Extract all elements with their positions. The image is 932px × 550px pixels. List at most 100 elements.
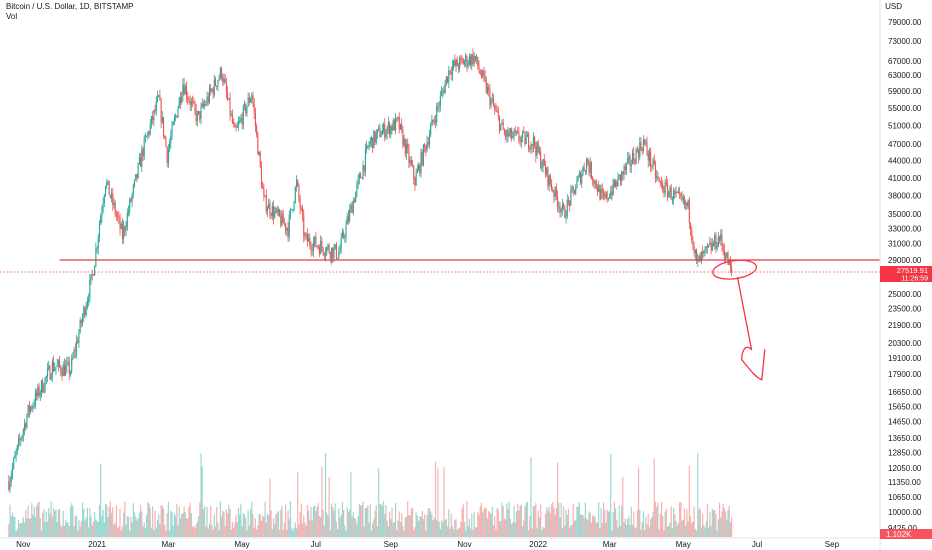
volume-bar — [282, 529, 284, 537]
volume-bar — [77, 530, 79, 537]
volume-bar — [176, 503, 178, 537]
volume-bar — [547, 510, 549, 537]
candle-body — [40, 380, 43, 393]
volume-bar — [40, 530, 43, 537]
candle-body — [171, 125, 173, 137]
volume-bar — [199, 502, 201, 537]
candle-body — [199, 111, 201, 120]
circle-marker — [712, 259, 758, 280]
volume-bar — [88, 527, 90, 537]
candle-body — [397, 117, 399, 119]
volume-bar — [478, 515, 480, 537]
price-axis[interactable]: 79000.00 73000.00 67000.00 63000.00 59000.00… — [888, 18, 922, 533]
volume-bar — [85, 517, 87, 537]
volume-bar — [729, 522, 732, 537]
candle-body — [554, 187, 556, 197]
candle-body — [159, 95, 161, 101]
volume-bar — [428, 508, 431, 537]
volume-bar — [207, 528, 209, 537]
candle-body — [309, 237, 311, 246]
candle-body — [431, 119, 433, 127]
volume-bar — [689, 516, 692, 537]
volume-bar — [312, 506, 315, 537]
candle-body — [31, 406, 33, 409]
candle-body — [98, 224, 101, 237]
volume-bar — [218, 530, 220, 537]
candle-body — [674, 190, 676, 194]
candle-body — [337, 258, 339, 259]
volume-bar — [566, 515, 568, 537]
volume-bar — [657, 502, 659, 537]
candle-body — [494, 105, 496, 110]
volume-bar — [479, 506, 481, 537]
volume-bar — [517, 503, 519, 537]
volume-bar — [65, 519, 67, 537]
time-axis[interactable]: Nov 2021 Mar May Jul Sep Nov 2022 Mar May Jul Sep — [16, 540, 839, 549]
candlesticks — [8, 48, 733, 494]
candle-body — [217, 80, 219, 87]
candle-body — [256, 125, 258, 134]
candle-body — [604, 195, 606, 198]
candle-body — [347, 216, 350, 221]
volume-bar — [592, 515, 594, 537]
candle-body — [80, 320, 82, 324]
candle-body — [374, 131, 376, 143]
volume-bar — [486, 518, 489, 537]
volume-bar — [387, 526, 389, 537]
volume-bar — [120, 530, 122, 537]
volume-bar — [23, 522, 26, 537]
volume-bar — [242, 513, 244, 537]
volume-bar — [601, 522, 603, 537]
candle-body — [419, 164, 421, 174]
candle-body — [16, 445, 18, 452]
candle-body — [338, 253, 340, 259]
candle-body — [177, 108, 179, 118]
candle-body — [703, 250, 705, 254]
volume-bar — [505, 519, 507, 537]
candle-body — [327, 245, 329, 248]
price-tick-label: 38000.00 — [888, 191, 922, 200]
volume-bar — [471, 513, 473, 537]
price-axis-currency: USD — [885, 2, 902, 11]
candle-body — [698, 255, 700, 259]
time-tick-label: Jul — [311, 540, 321, 549]
volume-bar — [164, 524, 166, 537]
candle-body — [60, 366, 62, 373]
volume-bar — [189, 502, 191, 537]
volume-bar — [353, 517, 356, 537]
candle-body — [173, 118, 175, 123]
volume-bar — [600, 508, 602, 537]
candle-body — [528, 134, 530, 149]
candle-body — [681, 196, 683, 201]
volume-bar — [646, 524, 648, 537]
candle-body — [564, 207, 566, 218]
candle-body — [19, 438, 21, 441]
volume-bar — [532, 506, 534, 537]
volume-bars — [8, 452, 733, 537]
candle-body — [369, 141, 371, 145]
volume-bar — [285, 504, 287, 537]
candle-body — [570, 189, 572, 206]
candle-body — [382, 123, 385, 130]
price-tick-label: 16650.00 — [888, 388, 922, 397]
volume-bar — [366, 508, 368, 537]
candle-body — [156, 96, 159, 102]
candle-body — [709, 242, 711, 245]
volume-bar — [451, 526, 454, 537]
volume-bar — [550, 504, 553, 537]
volume-bar — [408, 515, 410, 537]
candle-body — [686, 202, 688, 207]
volume-bar — [578, 502, 580, 537]
candle-body — [492, 99, 495, 106]
candle-body — [111, 193, 113, 198]
volume-bar — [604, 509, 606, 537]
candle-body — [667, 184, 669, 197]
candle-body — [82, 316, 84, 324]
candle-body — [519, 140, 521, 143]
volume-bar — [596, 522, 599, 537]
price-tick-label: 67000.00 — [888, 57, 922, 66]
volume-bar — [392, 523, 394, 537]
volume-bar — [461, 508, 463, 537]
candle-body — [477, 56, 479, 67]
